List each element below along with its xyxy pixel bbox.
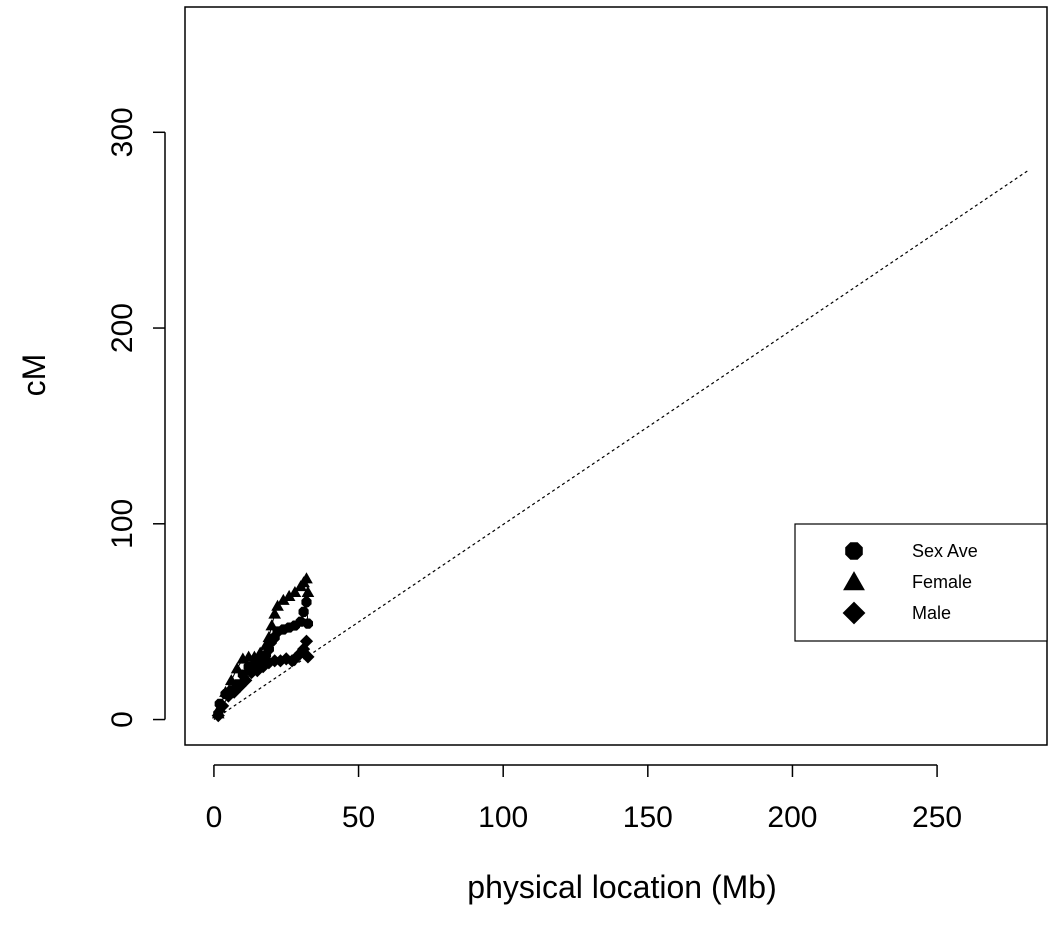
data-point — [300, 572, 313, 584]
y-tick-label: 100 — [106, 499, 139, 549]
data-point — [239, 673, 253, 688]
data-point — [230, 662, 244, 674]
data-point — [262, 631, 276, 643]
legend-label: Female — [912, 572, 972, 592]
data-point — [211, 709, 225, 723]
data-point — [301, 650, 315, 664]
legend-marker-diamond — [842, 601, 866, 625]
data-point — [279, 652, 293, 666]
series-triangle — [211, 572, 315, 719]
legend-box — [794, 523, 1048, 642]
series-layer — [211, 572, 315, 723]
legend-marker-octagon — [845, 542, 863, 560]
data-point — [221, 689, 235, 703]
y-tick-label: 0 — [106, 711, 139, 728]
data-point — [259, 638, 273, 650]
data-point — [216, 699, 230, 713]
reference-line — [213, 168, 1030, 721]
x-axis-title: physical location (Mb) — [467, 869, 776, 905]
legend: Sex Ave Female Male — [794, 523, 1048, 642]
y-tick-label: 200 — [106, 303, 139, 353]
x-tick-label: 0 — [206, 801, 223, 834]
legend-entries: Sex Ave Female Male — [842, 541, 978, 625]
data-point — [250, 664, 264, 678]
data-point — [298, 606, 309, 617]
x-tick-label: 50 — [342, 801, 375, 834]
data-point — [299, 634, 314, 648]
x-tick-label: 200 — [767, 801, 817, 834]
data-point — [244, 665, 259, 680]
y-tick-label: 300 — [106, 107, 139, 157]
data-point — [301, 597, 312, 608]
data-point — [273, 654, 288, 668]
data-point — [265, 619, 279, 631]
data-point — [282, 589, 296, 601]
data-point — [268, 607, 281, 619]
legend-label: Sex Ave — [912, 541, 978, 561]
data-point — [296, 642, 311, 656]
data-point — [224, 674, 238, 686]
series-diamond — [211, 634, 315, 723]
x-tick-label: 150 — [623, 801, 673, 834]
data-point — [271, 599, 284, 611]
data-point — [288, 585, 302, 598]
data-point — [248, 650, 261, 662]
data-point — [301, 585, 315, 598]
x-axis: 0 50 100 150 200 250 — [206, 764, 962, 834]
data-point — [256, 660, 270, 674]
data-point — [277, 593, 290, 605]
data-point — [253, 646, 267, 658]
data-point — [262, 656, 276, 670]
y-axis-title: cM — [16, 354, 52, 397]
legend-label: Male — [912, 603, 951, 623]
data-point — [288, 652, 302, 666]
legend-marker-triangle — [843, 571, 865, 591]
plot-frame — [184, 6, 1048, 746]
data-point — [302, 618, 314, 629]
x-tick-label: 100 — [478, 801, 528, 834]
y-axis: 0 100 200 300 — [106, 107, 166, 728]
x-tick-label: 250 — [912, 801, 962, 834]
